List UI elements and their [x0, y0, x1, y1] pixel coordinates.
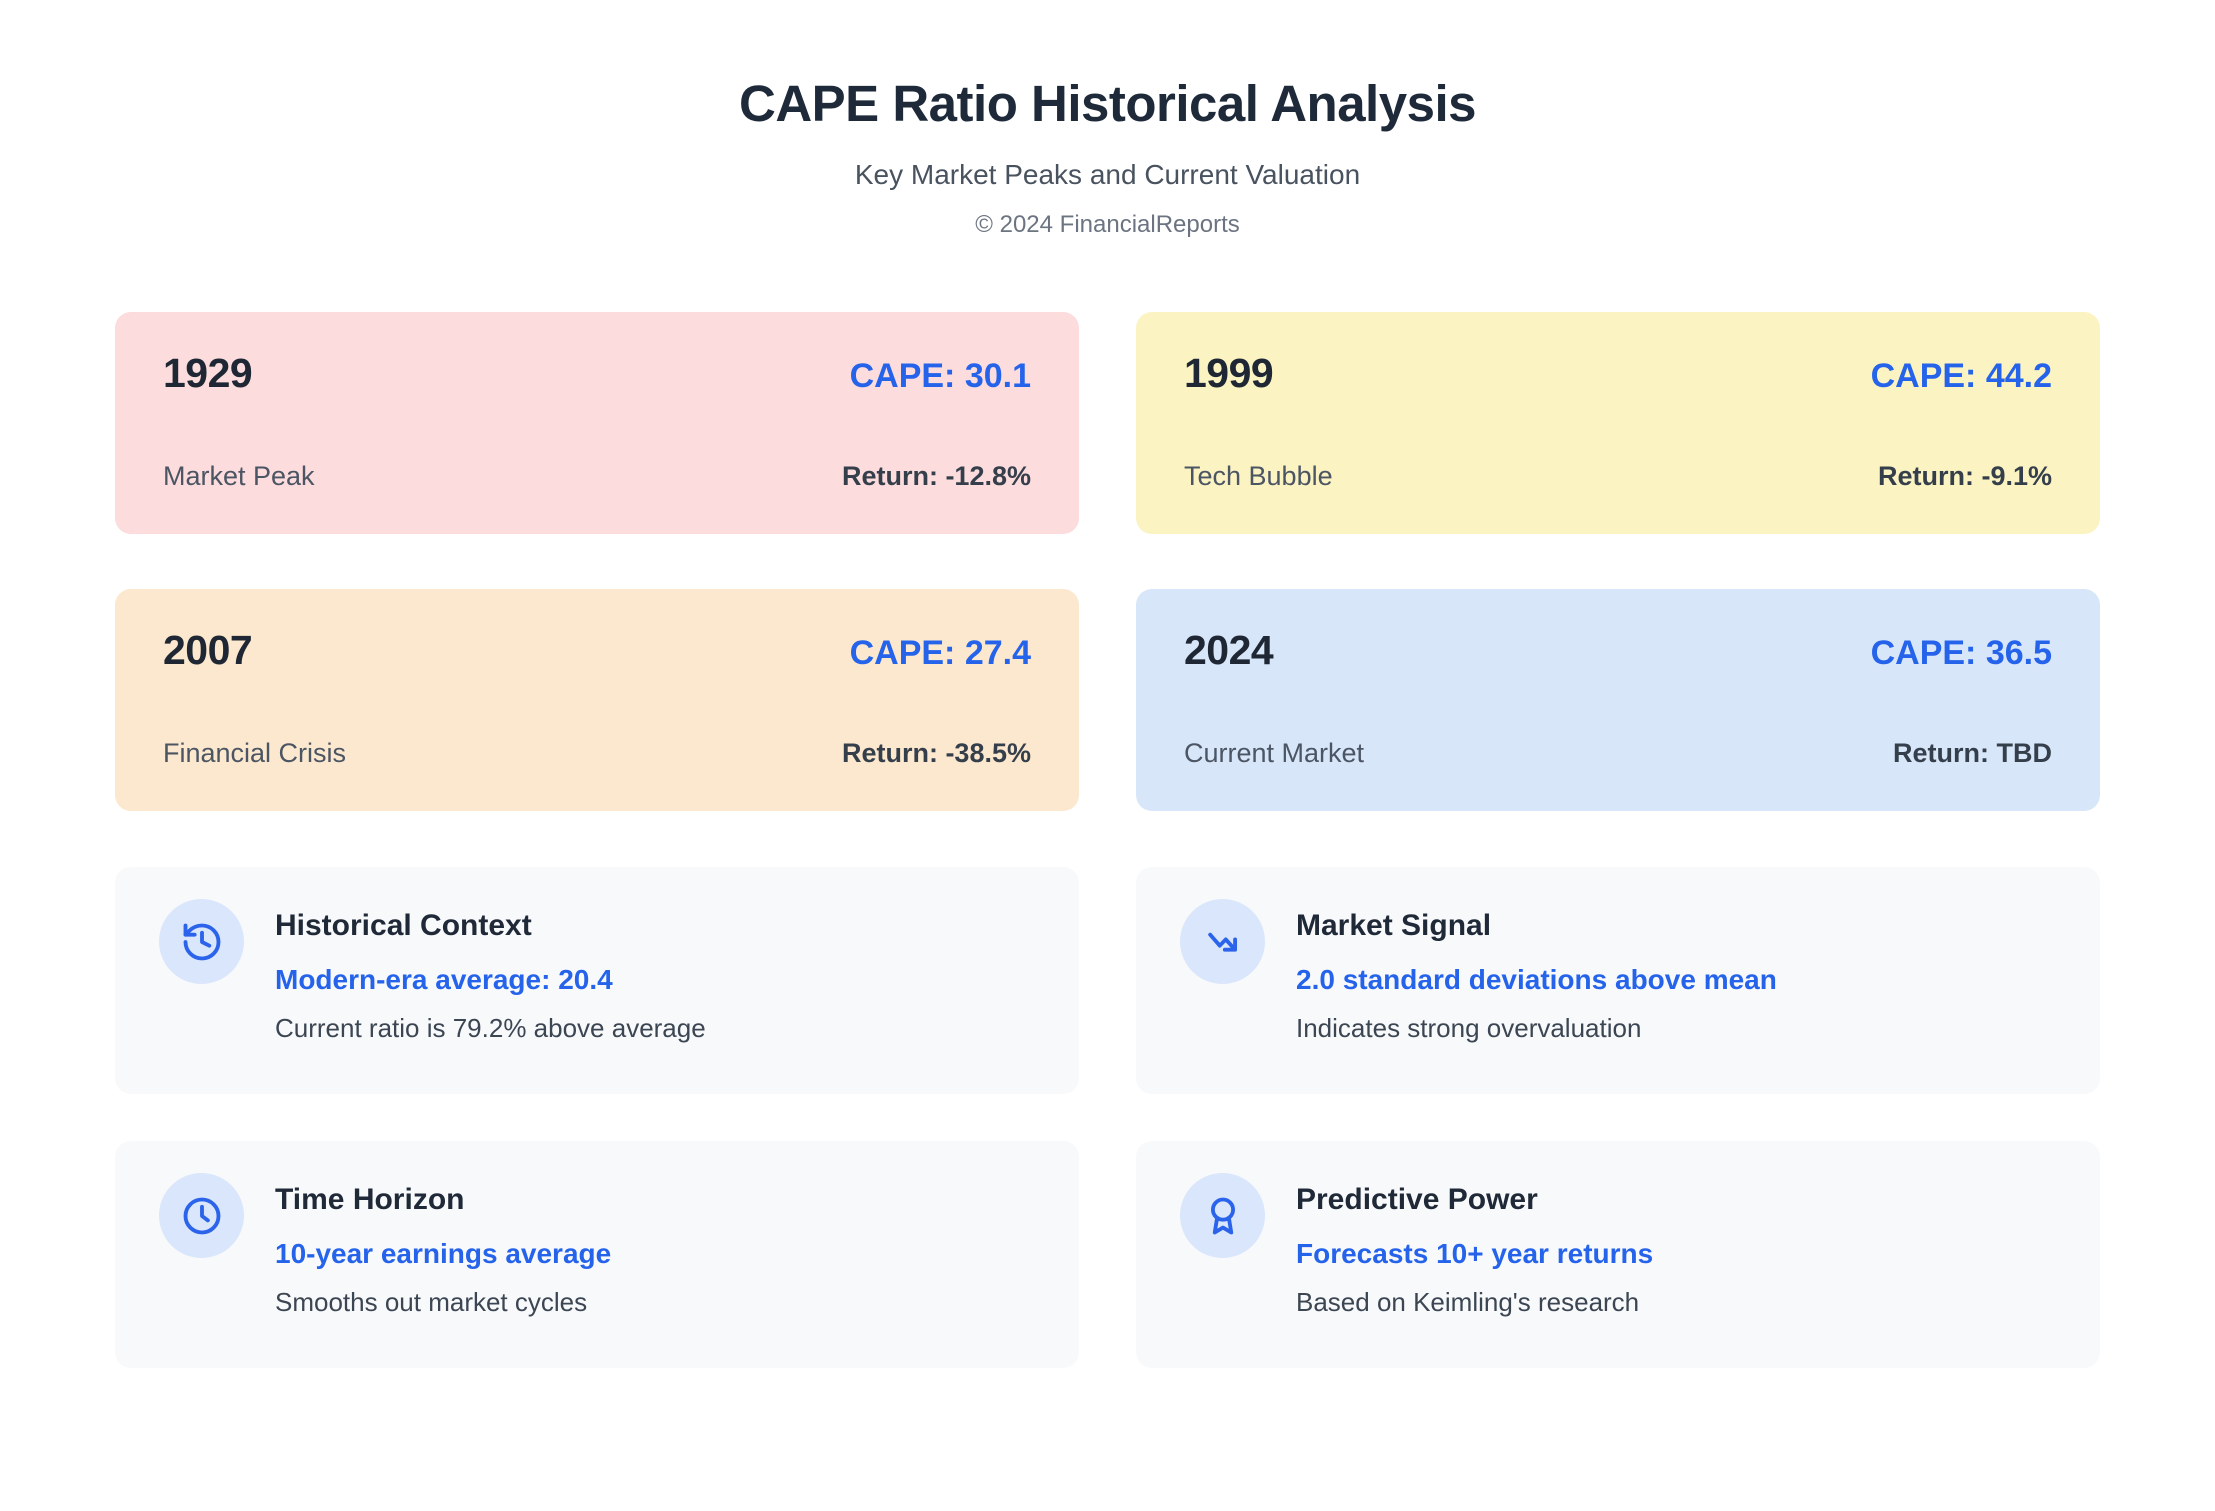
peak-year: 1929	[163, 350, 253, 396]
peak-cards-grid: 1929 CAPE: 30.1 Market Peak Return: -12.…	[115, 312, 2100, 811]
peak-card-bottom-row: Market Peak Return: -12.8%	[163, 461, 1031, 492]
cape-value: CAPE: 30.1	[849, 357, 1031, 395]
peak-card-bottom-row: Current Market Return: TBD	[1184, 738, 2052, 769]
page-title: CAPE Ratio Historical Analysis	[738, 75, 1477, 132]
info-card-market-signal: Market Signal 2.0 standard deviations ab…	[1136, 867, 2100, 1094]
page-header: CAPE Ratio Historical Analysis Key Marke…	[115, 78, 2100, 239]
info-card-highlight: Forecasts 10+ year returns	[1296, 1238, 1654, 1269]
peak-label: Financial Crisis	[163, 738, 347, 768]
info-card-description: Smooths out market cycles	[275, 1287, 588, 1317]
info-card-highlight: 2.0 standard deviations above mean	[1296, 964, 1777, 995]
peak-label: Market Peak	[163, 461, 315, 491]
award-icon	[1180, 1173, 1265, 1258]
cape-value: CAPE: 27.4	[849, 634, 1031, 672]
peak-card-2007: 2007 CAPE: 27.4 Financial Crisis Return:…	[115, 589, 1079, 811]
info-card-content: Market Signal 2.0 standard deviations ab…	[1296, 909, 1777, 1044]
return-value: Return: TBD	[1893, 738, 2052, 768]
info-card-title: Historical Context	[275, 909, 532, 942]
info-card-highlight: Modern-era average: 20.4	[275, 964, 613, 995]
clock-icon	[159, 1173, 244, 1258]
peak-card-2024: 2024 CAPE: 36.5 Current Market Return: T…	[1136, 589, 2100, 811]
peak-year: 1999	[1184, 350, 1274, 396]
peak-label: Tech Bubble	[1184, 461, 1333, 491]
peak-card-top-row: 1999 CAPE: 44.2	[1184, 350, 2052, 397]
info-card-title: Market Signal	[1296, 909, 1492, 942]
info-card-time-horizon: Time Horizon 10-year earnings average Sm…	[115, 1141, 1079, 1368]
cape-value: CAPE: 44.2	[1870, 357, 2052, 395]
return-value: Return: -9.1%	[1877, 461, 2052, 491]
peak-card-1999: 1999 CAPE: 44.2 Tech Bubble Return: -9.1…	[1136, 312, 2100, 534]
info-card-content: Predictive Power Forecasts 10+ year retu…	[1296, 1183, 1653, 1318]
copyright-line: © 2024 FinancialReports	[975, 211, 1240, 238]
return-value: Return: -38.5%	[841, 738, 1031, 768]
return-value: Return: -12.8%	[841, 461, 1031, 491]
info-card-description: Current ratio is 79.2% above average	[275, 1013, 706, 1043]
info-card-content: Historical Context Modern-era average: 2…	[275, 909, 706, 1044]
trending-down-icon	[1180, 899, 1265, 984]
page-subtitle: Key Market Peaks and Current Valuation	[854, 159, 1361, 190]
peak-card-bottom-row: Financial Crisis Return: -38.5%	[163, 738, 1031, 769]
info-card-highlight: 10-year earnings average	[275, 1238, 612, 1269]
info-cards-grid: Historical Context Modern-era average: 2…	[115, 867, 2100, 1368]
peak-card-1929: 1929 CAPE: 30.1 Market Peak Return: -12.…	[115, 312, 1079, 534]
peak-year: 2007	[163, 627, 253, 673]
info-card-title: Predictive Power	[1296, 1183, 1538, 1216]
peak-card-top-row: 2007 CAPE: 27.4	[163, 627, 1031, 674]
info-card-content: Time Horizon 10-year earnings average Sm…	[275, 1183, 611, 1318]
peak-label: Current Market	[1184, 738, 1365, 768]
cape-value: CAPE: 36.5	[1870, 634, 2052, 672]
info-card-description: Based on Keimling's research	[1296, 1287, 1640, 1317]
history-icon	[159, 899, 244, 984]
peak-card-top-row: 2024 CAPE: 36.5	[1184, 627, 2052, 674]
info-card-historical-context: Historical Context Modern-era average: 2…	[115, 867, 1079, 1094]
peak-year: 2024	[1184, 627, 1274, 673]
info-card-description: Indicates strong overvaluation	[1296, 1013, 1642, 1043]
info-card-title: Time Horizon	[275, 1183, 465, 1216]
info-card-predictive-power: Predictive Power Forecasts 10+ year retu…	[1136, 1141, 2100, 1368]
peak-card-top-row: 1929 CAPE: 30.1	[163, 350, 1031, 397]
peak-card-bottom-row: Tech Bubble Return: -9.1%	[1184, 461, 2052, 492]
